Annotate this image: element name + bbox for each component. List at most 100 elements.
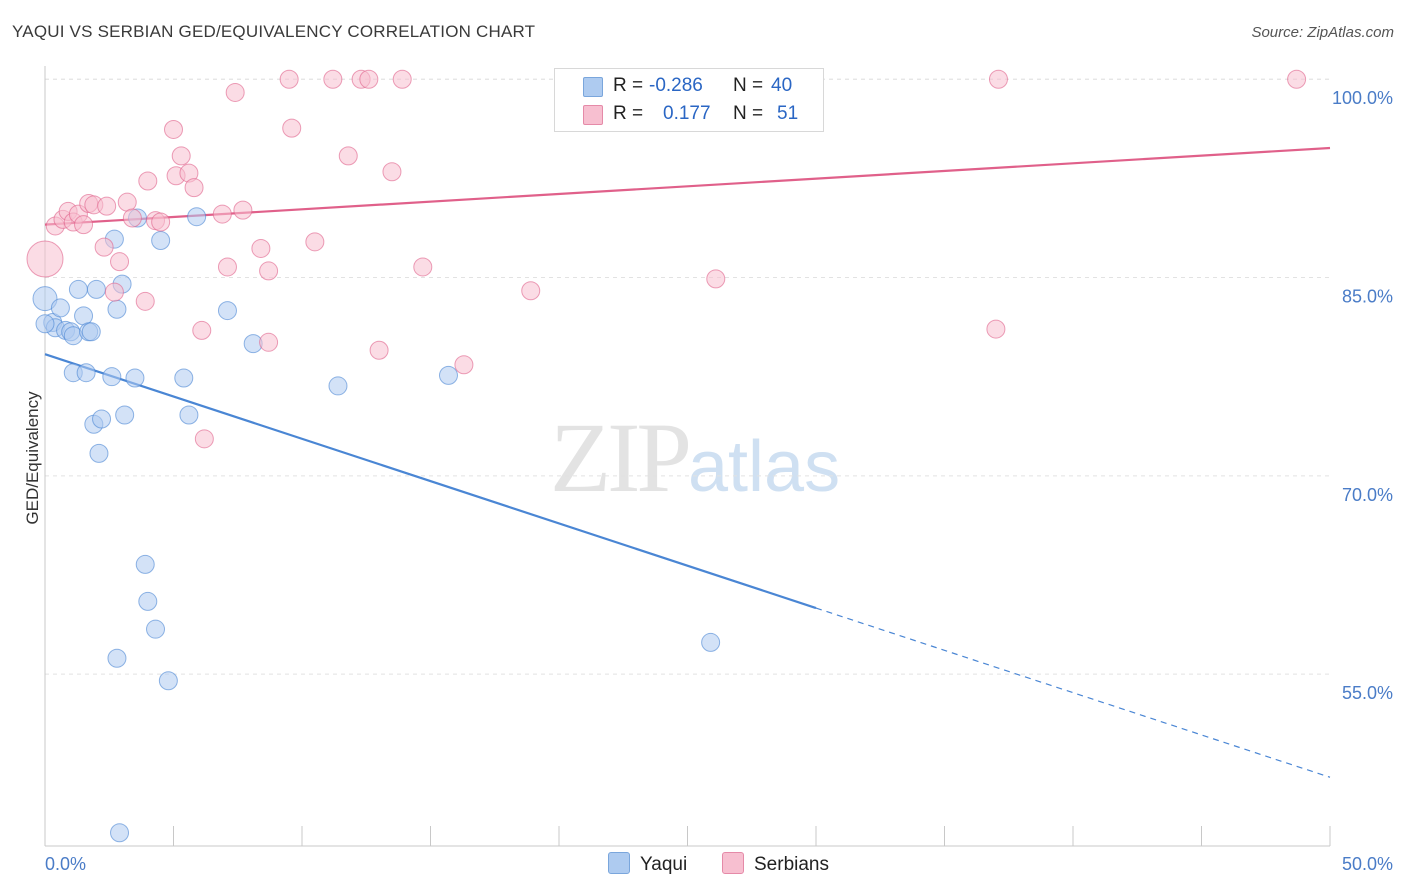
- serbians-point: [706, 269, 726, 289]
- serbians-point: [151, 212, 171, 232]
- serbians-point: [26, 240, 64, 278]
- bottom-legend-swatch-serbians: [722, 852, 744, 874]
- yaqui-point: [138, 591, 158, 611]
- serbians-point: [988, 69, 1008, 89]
- yaqui-point: [174, 368, 194, 388]
- serbians-point: [217, 257, 237, 277]
- grid-lines: [45, 78, 1330, 675]
- axes: [44, 66, 1331, 847]
- yaqui-point: [135, 554, 155, 574]
- serbians-point: [282, 118, 302, 138]
- serbians-point: [251, 238, 271, 258]
- serbians-point: [104, 282, 124, 302]
- watermark: ZIPatlas: [550, 400, 840, 515]
- bottom-legend-label-yaqui: Yaqui: [640, 854, 688, 875]
- legend-swatch-yaqui: [583, 77, 603, 97]
- serbians-point: [117, 192, 137, 212]
- serbians-point: [74, 215, 94, 235]
- yaqui-point: [74, 306, 94, 326]
- yaqui-point: [35, 314, 55, 334]
- yaqui-point: [701, 632, 721, 652]
- yaqui-point: [328, 376, 348, 396]
- serbians-point: [1287, 69, 1307, 89]
- serbians-point: [225, 82, 245, 102]
- yaqui-point: [102, 367, 122, 387]
- yaqui-trend-line: [44, 353, 817, 610]
- yaqui-point: [179, 405, 199, 425]
- yaqui-point: [89, 443, 109, 463]
- yaqui-point: [107, 299, 127, 319]
- y-tick-label: 100.0%: [1332, 88, 1393, 108]
- serbians-trend-line: [44, 146, 1331, 226]
- serbians-point: [171, 146, 191, 166]
- serbians-point: [122, 208, 142, 228]
- yaqui-point: [50, 298, 70, 318]
- yaqui-point: [151, 231, 171, 251]
- yaqui-point: [115, 405, 135, 425]
- serbians-point: [279, 69, 299, 89]
- y-tick-label: 85.0%: [1342, 287, 1393, 307]
- source-credit: Source: ZipAtlas.com: [1251, 24, 1394, 41]
- serbians-point: [138, 171, 158, 191]
- bottom-legend-serbians: Serbians: [722, 852, 829, 876]
- y-tick-label: 70.0%: [1342, 485, 1393, 505]
- serbians-point: [323, 69, 343, 89]
- serbians-point: [259, 332, 279, 352]
- serbians-point: [194, 429, 214, 449]
- yaqui-point: [92, 409, 112, 429]
- yaqui-point: [81, 322, 101, 342]
- correlation-legend: R = -0.286 N = 40 R = 0.177 N = 51: [554, 68, 824, 132]
- legend-n-label: N =: [733, 75, 764, 96]
- legend-n-label: N =: [733, 103, 764, 124]
- legend-row-serbians: R = 0.177 N = 51: [555, 101, 823, 129]
- series-serbians: [26, 69, 1307, 449]
- watermark-zip: ZIP: [550, 402, 692, 513]
- legend-swatch-serbians: [583, 105, 603, 125]
- legend-r-value: -0.286: [649, 75, 703, 96]
- series-yaqui: [32, 207, 721, 843]
- yaqui-point: [158, 671, 178, 691]
- yaqui-point: [32, 286, 58, 312]
- serbians-point: [359, 69, 379, 89]
- y-tick-label: 55.0%: [1342, 683, 1393, 703]
- yaqui-point: [76, 363, 96, 383]
- serbians-point: [382, 162, 402, 182]
- legend-row-yaqui: R = -0.286 N = 40: [555, 73, 823, 101]
- trend-lines: [44, 146, 1331, 778]
- yaqui-point: [438, 365, 458, 385]
- serbians-point: [521, 281, 541, 301]
- legend-n-value: 40: [771, 75, 793, 96]
- yaqui-trend-extension: [815, 607, 1331, 778]
- serbians-point: [413, 257, 433, 277]
- bottom-legend-label-serbians: Serbians: [754, 854, 829, 875]
- legend-r-label: R =: [613, 103, 644, 124]
- serbians-point: [986, 319, 1006, 339]
- yaqui-point: [217, 301, 237, 321]
- tick-labels: 55.0% 70.0% 85.0% 100.0% 0.0% 50.0%: [45, 88, 1393, 874]
- serbians-point: [454, 355, 474, 375]
- yaqui-point: [68, 279, 88, 299]
- serbians-point: [305, 232, 325, 252]
- serbians-point: [233, 200, 253, 220]
- serbians-point: [259, 261, 279, 281]
- serbians-point: [338, 146, 358, 166]
- data-points: [26, 69, 1307, 843]
- x-tick-label: 0.0%: [45, 854, 86, 874]
- serbians-point: [392, 69, 412, 89]
- serbians-point: [97, 196, 117, 216]
- yaqui-point: [86, 279, 106, 299]
- legend-n-value: 51: [777, 103, 799, 124]
- yaqui-point: [146, 619, 166, 639]
- y-axis-title: GED/Equivalency: [23, 391, 42, 525]
- x-tick-label: 50.0%: [1342, 854, 1393, 874]
- serbians-point: [94, 237, 114, 257]
- chart-title: YAQUI VS SERBIAN GED/EQUIVALENCY CORRELA…: [12, 22, 536, 41]
- legend-r-label: R =: [613, 75, 644, 96]
- yaqui-point: [110, 823, 130, 843]
- bottom-legend-yaqui: Yaqui: [608, 852, 687, 876]
- yaqui-point: [187, 207, 207, 227]
- serbians-point: [212, 204, 232, 224]
- serbians-point: [110, 252, 130, 272]
- serbians-point: [164, 119, 183, 139]
